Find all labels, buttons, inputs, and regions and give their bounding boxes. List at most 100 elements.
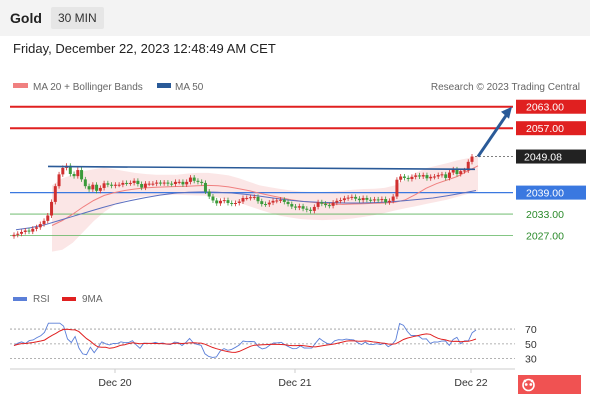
- candle-body: [91, 184, 95, 190]
- candle-body: [200, 181, 204, 183]
- candle-body: [95, 184, 99, 191]
- symbol-title: Gold: [10, 10, 42, 26]
- candle-body: [207, 191, 211, 197]
- level-label-2057.00: 2057.00: [526, 123, 564, 135]
- candle-body: [151, 183, 155, 185]
- candle-body: [222, 200, 226, 202]
- candle-body: [80, 170, 84, 180]
- candle-body: [166, 182, 170, 184]
- candle-body: [451, 169, 455, 173]
- copyright-text: Research © 2023 Trading Central: [431, 82, 580, 93]
- candle-body: [98, 187, 102, 191]
- candle-body: [158, 182, 162, 184]
- candle-body: [38, 224, 42, 228]
- candle-body: [260, 201, 264, 205]
- candle-body: [376, 199, 380, 201]
- candle-body: [327, 205, 331, 207]
- candle-body: [121, 182, 125, 185]
- candle-body: [117, 184, 121, 186]
- candle-body: [361, 197, 365, 201]
- candle-body: [87, 186, 91, 190]
- candle-body: [173, 181, 177, 185]
- target-arrow-head: [501, 106, 512, 119]
- candle-body: [410, 176, 414, 180]
- candle-body: [237, 201, 241, 203]
- rsi-ma-line: [13, 328, 477, 353]
- candle-body: [27, 230, 31, 232]
- candle-body: [316, 202, 320, 207]
- level-label-box-2057.00: [516, 121, 586, 136]
- candle-body: [357, 198, 361, 201]
- candle-body: [252, 196, 256, 198]
- candle-body: [406, 177, 410, 180]
- rsi-legend-label: RSI: [33, 294, 50, 305]
- candle-body: [140, 184, 144, 188]
- candle-body: [72, 173, 76, 177]
- candle-body: [230, 202, 234, 204]
- candle-body: [226, 200, 230, 203]
- candle-body: [188, 177, 192, 182]
- candle-body: [125, 182, 129, 184]
- candle-body: [421, 175, 425, 177]
- candle-body: [342, 198, 346, 201]
- candle-body: [50, 201, 54, 216]
- candle-body: [46, 215, 50, 221]
- candle-body: [365, 197, 369, 200]
- level-label-2033.00: 2033.00: [526, 209, 564, 221]
- candle-body: [312, 206, 316, 211]
- candle-body: [459, 171, 463, 174]
- candle-body: [76, 170, 80, 177]
- candle-body: [16, 233, 20, 235]
- candle-body: [301, 206, 305, 209]
- x-tick-label: Dec 20: [98, 377, 131, 389]
- candle-body: [380, 199, 384, 201]
- candle-body: [271, 200, 275, 203]
- candle-body: [128, 182, 132, 184]
- candle-body: [102, 183, 106, 188]
- target-arrow-shaft: [476, 111, 510, 158]
- x-tick-label: Dec 22: [454, 377, 487, 389]
- candle-body: [440, 174, 444, 176]
- candle-body: [391, 196, 395, 201]
- candle-body: [20, 231, 24, 234]
- candle-body: [61, 167, 65, 175]
- candle-body: [162, 182, 166, 184]
- candle-body: [57, 174, 61, 187]
- rsi-legend-swatch: [13, 297, 27, 301]
- rsi-level-label-50: 50: [525, 339, 537, 351]
- candle-body: [444, 174, 448, 178]
- candle-body: [339, 200, 343, 202]
- candle-body: [196, 180, 200, 182]
- candle-body: [466, 161, 470, 171]
- timeframe-button[interactable]: 30 MIN: [51, 7, 104, 29]
- trendline: [47, 165, 476, 171]
- ma20-legend-swatch: [13, 83, 28, 88]
- candle-body: [305, 208, 309, 210]
- ma20-line: [51, 165, 479, 226]
- candle-body: [106, 183, 110, 185]
- candle-body: [215, 200, 219, 204]
- candle-body: [275, 200, 279, 202]
- candle-body: [425, 175, 429, 179]
- candle-body: [68, 165, 72, 174]
- candle-body: [369, 199, 373, 201]
- candle-body: [42, 220, 46, 225]
- level-label-2027.00: 2027.00: [526, 231, 564, 243]
- rsi-level-label-30: 30: [525, 354, 537, 366]
- candle-body: [462, 170, 466, 172]
- current-price-box: [516, 149, 586, 164]
- candle-body: [279, 199, 283, 201]
- candle-body: [417, 175, 421, 177]
- level-label-2063.00: 2063.00: [526, 102, 564, 114]
- candle-body: [136, 180, 140, 185]
- ma50-legend-swatch: [157, 83, 171, 88]
- ma50-line: [15, 190, 477, 231]
- candle-body: [331, 202, 335, 206]
- candle-body: [241, 197, 245, 202]
- level-label-2039.00: 2039.00: [526, 188, 564, 200]
- candle-body: [181, 181, 185, 185]
- candle-body: [264, 204, 268, 206]
- candle-body: [256, 196, 260, 202]
- candle-body: [294, 206, 298, 208]
